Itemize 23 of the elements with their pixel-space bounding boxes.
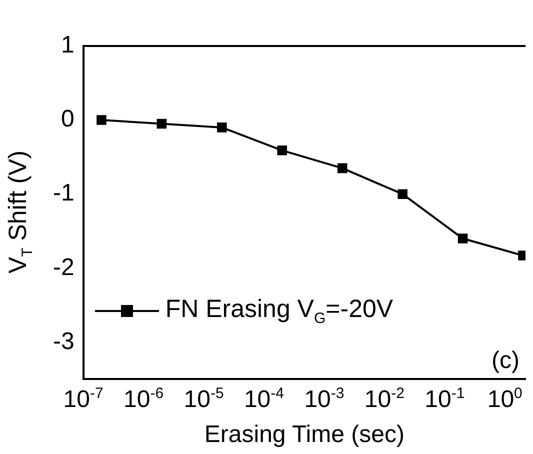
y-tick-label: 0 [60,106,74,133]
x-tick-label: 10$^{-1}$ [424,385,465,414]
y-tick-label: -3 [52,328,74,355]
annotation: (c) [492,346,520,374]
x-tick-label: 10$^{-5}$ [184,385,224,414]
point [96,115,106,125]
legend-label: FN Erasing V$_{G}$=-20V [165,295,394,328]
x-tick-label: 10$^{-2}$ [364,385,404,414]
point [217,122,227,132]
point [458,234,468,244]
point [398,189,408,199]
y-tick-label: -1 [52,180,74,207]
x-tick-label: 10$^{0}$ [487,385,522,414]
point [156,118,167,129]
x-tick-label: 10$^{-3}$ [304,385,344,414]
y-tick-label: 1 [60,32,74,59]
y-tick-label: -2 [52,254,74,281]
point [337,163,348,174]
x-tick-label: 10$^{-6}$ [124,385,164,414]
x-tick-label: 10$^{-4}$ [244,385,284,414]
x-tick-label: 10$^{-7}$ [63,385,104,414]
point [277,146,288,156]
x-axis-title: Erasing Time (sec) [204,421,404,448]
